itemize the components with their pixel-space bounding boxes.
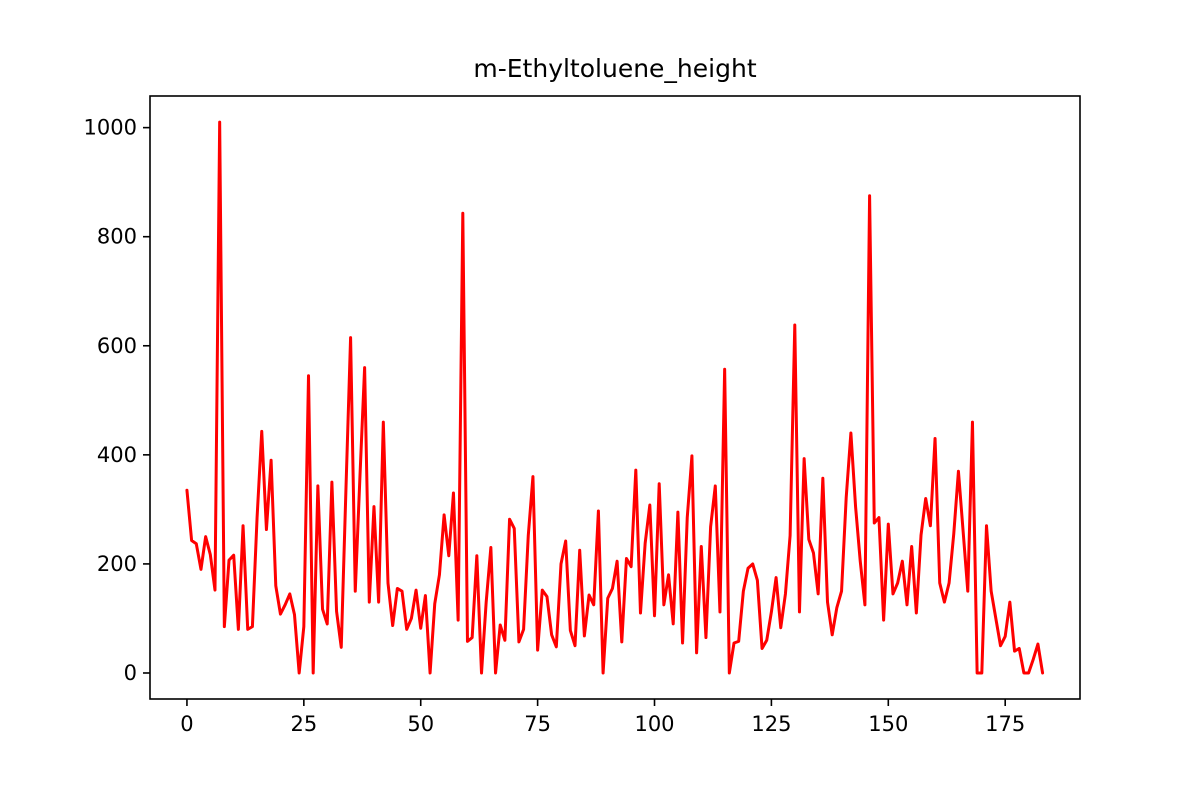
plot-frame	[149, 95, 1081, 700]
x-tick-label: 100	[634, 712, 674, 736]
x-axis: 0 25 50 75 100 125 150 175	[180, 699, 1025, 736]
x-tick-label: 75	[524, 712, 551, 736]
x-tick-label: 0	[180, 712, 193, 736]
x-tick-label: 25	[290, 712, 317, 736]
y-tick-label: 0	[124, 661, 137, 685]
y-tick-label: 800	[97, 225, 137, 249]
y-tick-label: 600	[97, 334, 137, 358]
plot-area	[185, 120, 1045, 675]
x-tick-label: 125	[751, 712, 791, 736]
y-tick-label: 200	[97, 552, 137, 576]
data-line	[185, 120, 1045, 675]
x-tick-label: 50	[407, 712, 434, 736]
x-tick-label: 150	[868, 712, 908, 736]
y-axis: 0 200 400 600 800 1000	[84, 116, 150, 685]
y-tick-label: 400	[97, 443, 137, 467]
x-tick-label: 175	[985, 712, 1025, 736]
y-tick-label: 1000	[84, 116, 137, 140]
chart-title: m-Ethyltoluene_height	[473, 54, 756, 83]
